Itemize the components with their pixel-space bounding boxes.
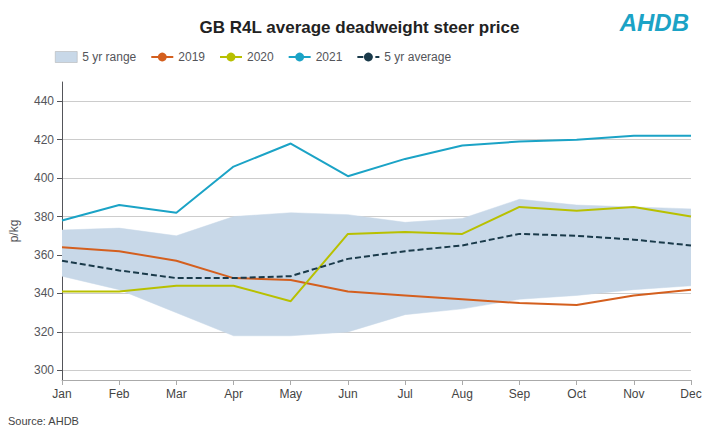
svg-text:440: 440 (34, 94, 54, 108)
svg-text:AHDB: AHDB (619, 9, 689, 36)
svg-text:420: 420 (34, 133, 54, 147)
svg-text:360: 360 (34, 248, 54, 262)
svg-text:Jun: Jun (338, 387, 357, 401)
svg-text:400: 400 (34, 171, 54, 185)
svg-text:340: 340 (34, 286, 54, 300)
svg-text:Feb: Feb (109, 387, 130, 401)
svg-text:GB R4L average deadweight stee: GB R4L average deadweight steer price (200, 18, 520, 37)
svg-text:Jul: Jul (397, 387, 412, 401)
svg-text:Nov: Nov (623, 387, 644, 401)
svg-text:Sep: Sep (509, 387, 531, 401)
svg-text:Dec: Dec (680, 387, 701, 401)
svg-text:Source: AHDB: Source: AHDB (8, 415, 79, 427)
svg-text:2019: 2019 (178, 50, 205, 64)
svg-text:Mar: Mar (166, 387, 187, 401)
svg-text:5 yr range: 5 yr range (82, 50, 136, 64)
svg-text:320: 320 (34, 325, 54, 339)
svg-text:5 yr average: 5 yr average (384, 50, 451, 64)
svg-text:2020: 2020 (247, 50, 274, 64)
svg-text:300: 300 (34, 363, 54, 377)
svg-text:Aug: Aug (452, 387, 473, 401)
svg-text:p/kg: p/kg (7, 220, 21, 243)
svg-text:2021: 2021 (316, 50, 343, 64)
svg-text:Jan: Jan (52, 387, 71, 401)
svg-text:380: 380 (34, 210, 54, 224)
svg-text:Oct: Oct (567, 387, 586, 401)
svg-text:May: May (279, 387, 302, 401)
svg-text:Apr: Apr (224, 387, 243, 401)
